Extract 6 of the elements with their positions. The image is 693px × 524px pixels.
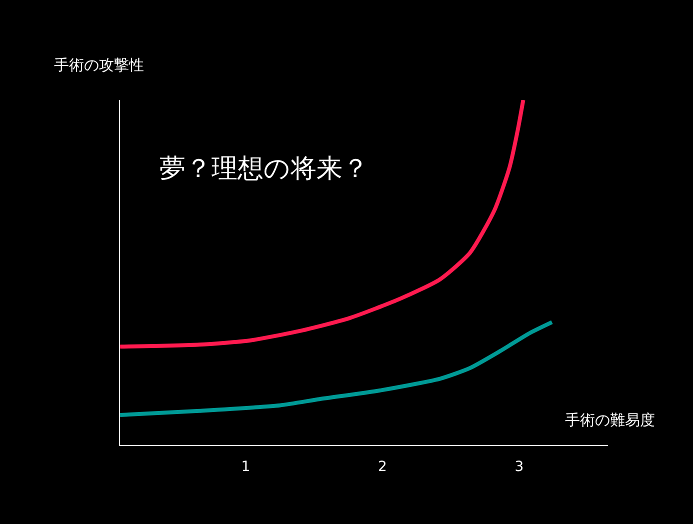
x-tick-label: 1 xyxy=(241,458,250,475)
x-tick-label: 3 xyxy=(514,458,524,475)
y-axis-title: 手術の攻撃性 xyxy=(54,56,144,74)
x-tick-label: 2 xyxy=(378,458,387,475)
x-axis-title: 手術の難易度 xyxy=(565,411,655,429)
text: 夢？理想の将来？ xyxy=(159,154,368,184)
